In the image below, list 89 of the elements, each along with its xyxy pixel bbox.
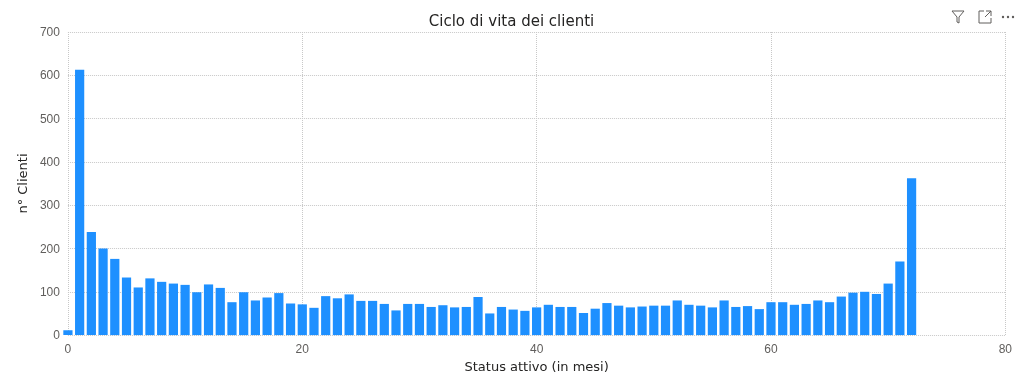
bar <box>321 296 331 336</box>
y-tick-label: 300 <box>39 198 61 213</box>
bar <box>449 307 460 336</box>
x-tick-label: 40 <box>529 342 544 357</box>
bar <box>520 310 530 336</box>
bar <box>473 297 483 336</box>
bar <box>860 291 870 336</box>
bar <box>157 281 167 336</box>
bar <box>707 307 717 336</box>
bar <box>871 293 882 336</box>
y-tick-label: 0 <box>53 328 61 343</box>
bar <box>789 304 800 336</box>
bar <box>98 248 108 336</box>
bar <box>813 300 823 336</box>
bar <box>824 302 835 336</box>
bar <box>356 300 366 336</box>
x-tick-label: 80 <box>998 342 1013 357</box>
bar <box>672 300 682 336</box>
bar <box>192 292 202 336</box>
bar <box>637 306 647 336</box>
y-tick-label: 500 <box>39 111 61 126</box>
bar <box>367 300 378 336</box>
bar <box>133 287 143 336</box>
bar <box>426 306 436 336</box>
bar <box>731 306 741 336</box>
bar <box>168 283 178 336</box>
bar <box>895 261 905 336</box>
chart-title: Ciclo di vita dei clienti <box>428 11 595 30</box>
bar <box>742 306 753 336</box>
bar <box>801 303 811 336</box>
bar <box>578 313 589 336</box>
bar <box>391 310 401 336</box>
bar <box>63 330 73 336</box>
y-tick-label: 400 <box>39 154 61 169</box>
bar <box>215 287 225 336</box>
bar <box>414 303 425 336</box>
bar <box>250 300 261 336</box>
bar <box>485 313 495 336</box>
bar <box>555 306 565 336</box>
bar <box>297 304 307 336</box>
bar <box>403 303 413 336</box>
bar <box>285 303 296 336</box>
bar <box>121 277 132 336</box>
x-tick-label: 0 <box>64 342 72 357</box>
bar <box>906 178 917 336</box>
bar <box>239 292 249 336</box>
y-tick-label: 200 <box>39 241 61 256</box>
y-tick-label: 100 <box>39 284 61 299</box>
bar <box>508 309 518 336</box>
bar <box>438 305 448 336</box>
y-tick-label: 700 <box>39 25 61 39</box>
bar <box>227 302 237 336</box>
bar <box>754 309 764 336</box>
bar <box>778 302 788 336</box>
x-tick-label: 60 <box>764 342 778 357</box>
bar <box>309 307 319 336</box>
bar <box>719 300 729 336</box>
bar <box>590 308 600 336</box>
x-tick-label: 20 <box>295 342 310 357</box>
bar <box>614 305 624 336</box>
bar <box>180 284 190 336</box>
bar <box>274 293 284 336</box>
y-tick-label: 600 <box>39 68 61 83</box>
bar <box>625 307 635 336</box>
bar <box>649 305 659 336</box>
bar <box>883 283 893 336</box>
bar <box>145 278 155 336</box>
bar <box>848 292 858 336</box>
bar <box>766 302 776 336</box>
bar <box>203 284 214 336</box>
bar <box>696 305 706 336</box>
bar <box>344 294 354 336</box>
bar <box>75 69 85 336</box>
bar <box>332 298 343 336</box>
bar <box>684 304 694 336</box>
bar <box>110 258 120 336</box>
bar <box>567 306 577 336</box>
bar <box>660 305 671 336</box>
bar <box>461 306 471 336</box>
bar <box>262 297 272 336</box>
y-axis-title: n° Clienti <box>15 153 30 214</box>
bar <box>532 307 542 336</box>
bar <box>496 306 507 336</box>
bar <box>602 303 612 336</box>
bar <box>86 232 96 336</box>
bar <box>543 304 553 336</box>
x-axis-title: Status attivo (in mesi) <box>464 359 609 374</box>
bar <box>379 303 389 336</box>
bar <box>836 296 846 336</box>
